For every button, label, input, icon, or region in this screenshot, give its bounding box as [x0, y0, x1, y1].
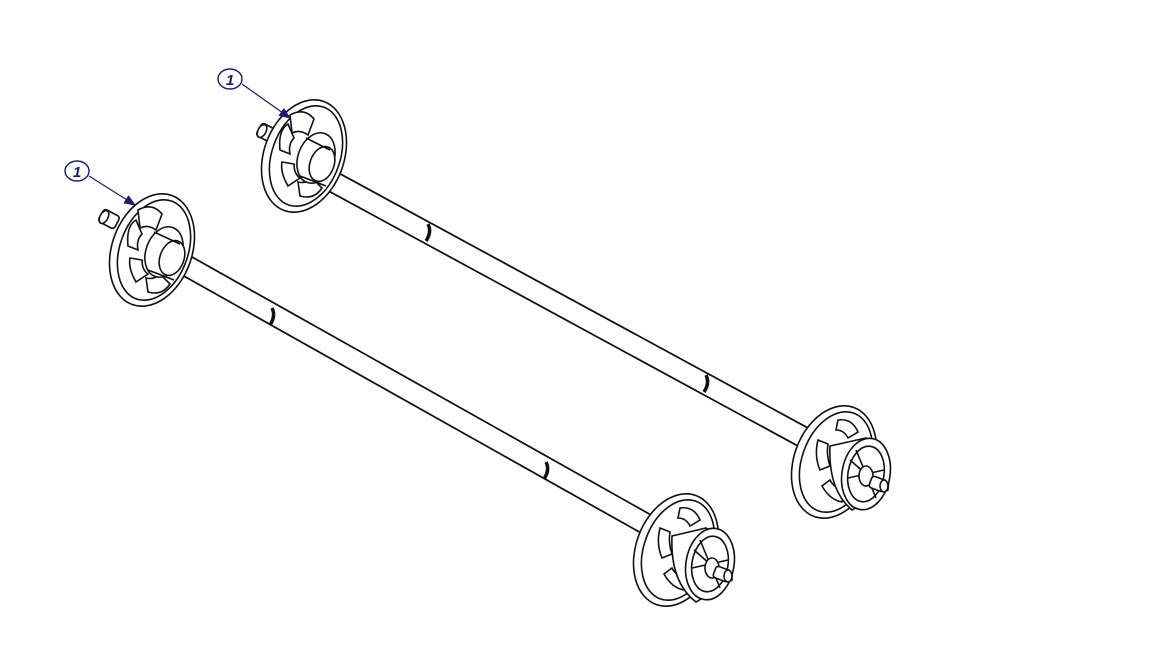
rear-spindle: [256, 99, 892, 519]
front-spindle-right-hub: [671, 527, 736, 603]
callout-rear: 1: [217, 68, 291, 119]
front-spindle-left-flange: [98, 193, 196, 307]
callout-label: 1: [73, 164, 81, 181]
front-spindle-shaft: [164, 246, 662, 540]
rear-spindle-right-hub: [829, 437, 892, 511]
rear-spindle-left-flange: [256, 99, 348, 213]
callout-front: 1: [64, 160, 137, 206]
rear-spindle-shaft: [310, 162, 810, 448]
front-spindle: [98, 193, 736, 607]
callout-label: 1: [226, 72, 234, 89]
